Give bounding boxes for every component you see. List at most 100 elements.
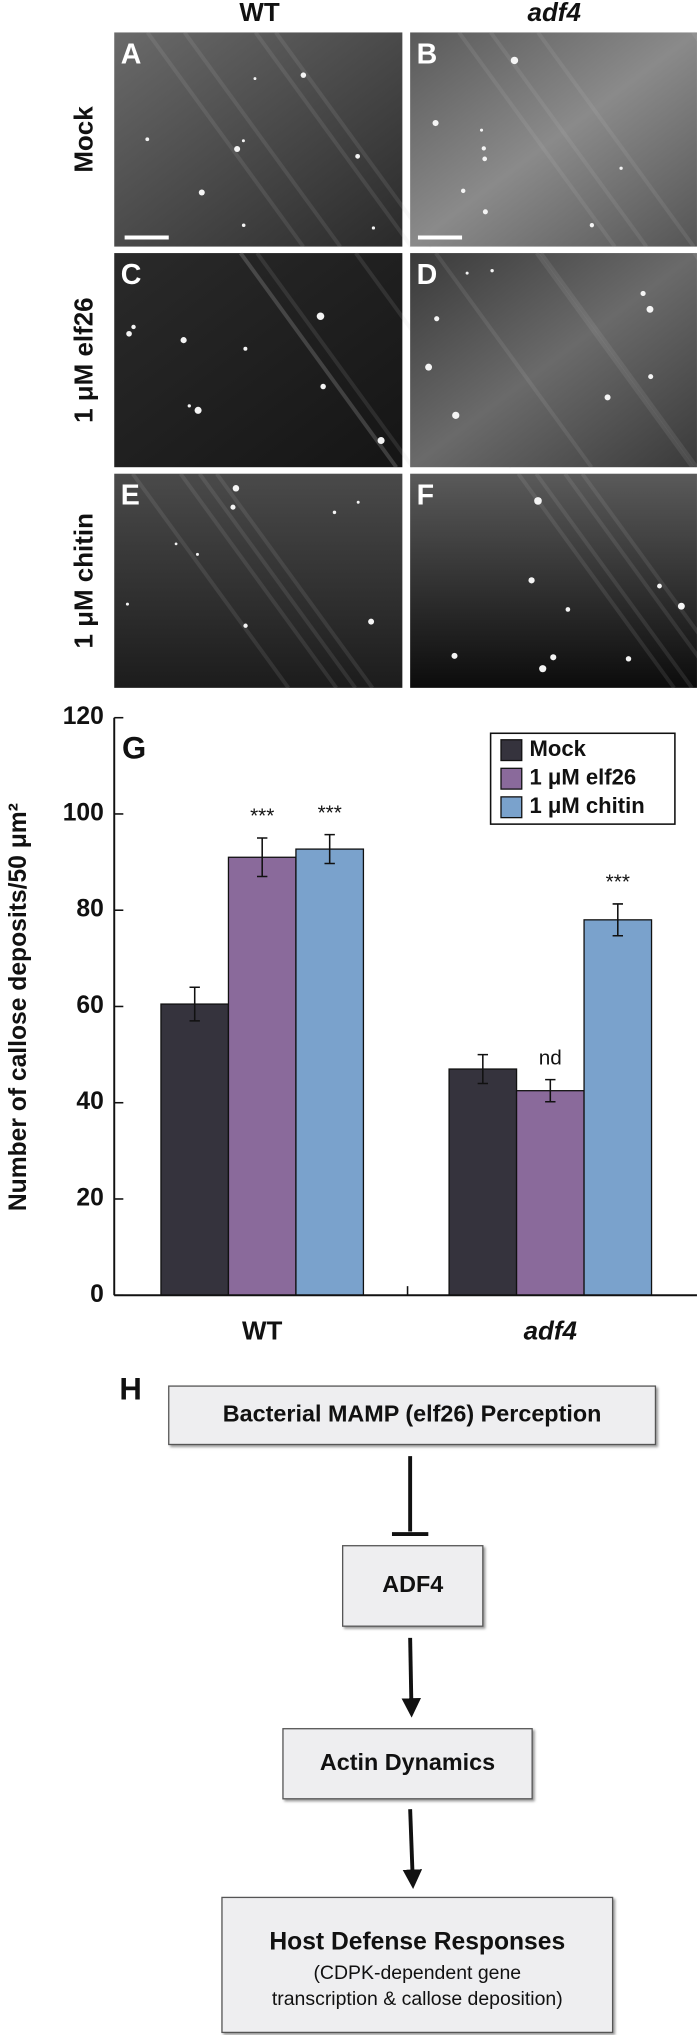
bar bbox=[160, 1003, 230, 1296]
legend-swatch bbox=[500, 739, 523, 762]
cell-wall bbox=[274, 31, 434, 248]
callose-spot bbox=[131, 324, 136, 330]
panel-letter: D bbox=[417, 259, 438, 291]
significance-label: *** bbox=[318, 801, 342, 824]
node-detail: (CDPK-dependent gene bbox=[313, 1962, 521, 1984]
cell-wall bbox=[539, 251, 697, 469]
callose-spot bbox=[510, 56, 519, 65]
callose-spot bbox=[534, 497, 542, 505]
callose-spot bbox=[316, 312, 325, 321]
panel-letter: C bbox=[121, 259, 142, 291]
y-tick-label: 120 bbox=[63, 703, 104, 730]
x-tick-label: adf4 bbox=[524, 1318, 577, 1346]
y-tick-label: 0 bbox=[90, 1281, 104, 1308]
callose-spot bbox=[253, 77, 257, 81]
callose-spot bbox=[125, 602, 129, 606]
callose-spot bbox=[332, 510, 337, 515]
callose-spot bbox=[452, 411, 460, 419]
node-detail: transcription & callose deposition) bbox=[272, 1988, 563, 2010]
callose-spot bbox=[198, 189, 205, 196]
node-label: Actin Dynamics bbox=[320, 1749, 495, 1775]
callose-spot bbox=[482, 209, 488, 215]
column-header: adf4 bbox=[528, 0, 581, 27]
callose-spot bbox=[425, 363, 433, 371]
callose-spot bbox=[640, 290, 646, 297]
y-tick-label: 40 bbox=[76, 1088, 103, 1115]
callose-spot bbox=[232, 485, 240, 492]
callose-spot bbox=[320, 383, 326, 390]
callose-spot bbox=[377, 436, 385, 445]
callose-spot bbox=[234, 145, 241, 153]
callose-spot bbox=[646, 305, 654, 313]
error-bar bbox=[189, 986, 200, 1022]
diagram: H Bacterial MAMP (elf26) Perception ADF4 Ac… bbox=[119, 1371, 657, 2034]
panel-letter: A bbox=[121, 38, 142, 70]
callose-spot bbox=[174, 542, 178, 546]
row-label: 1 μM chitin bbox=[71, 513, 99, 648]
callose-spot bbox=[194, 406, 202, 414]
panel-letter: B bbox=[417, 38, 438, 70]
significance-label: *** bbox=[606, 871, 630, 894]
callose-spot bbox=[465, 271, 469, 275]
callose-spot bbox=[180, 337, 187, 344]
callose-spot bbox=[589, 223, 595, 228]
cell-wall bbox=[239, 251, 398, 469]
micrograph bbox=[410, 473, 697, 688]
x-tick-label: WT bbox=[242, 1318, 282, 1346]
cell-wall bbox=[489, 31, 649, 248]
callose-spot bbox=[677, 602, 685, 610]
bar-chart: G Number of callose deposits/50 μm² 0 20 40 6… bbox=[5, 703, 697, 1346]
callose-spot bbox=[625, 656, 632, 662]
callose-spot bbox=[243, 623, 248, 628]
callose-spot bbox=[490, 268, 494, 273]
callose-spot bbox=[539, 665, 547, 673]
error-bar bbox=[257, 837, 268, 878]
row-label: 1 μM elf26 bbox=[71, 297, 99, 422]
cell-wall bbox=[434, 251, 594, 469]
micrograph bbox=[410, 32, 697, 247]
micrograph bbox=[114, 32, 403, 247]
arrow bbox=[401, 1637, 421, 1718]
significance-label: *** bbox=[250, 805, 274, 828]
cell-wall bbox=[516, 472, 676, 689]
node-label: ADF4 bbox=[382, 1571, 443, 1597]
legend-label: 1 μM elf26 bbox=[530, 765, 637, 790]
panel-letter: G bbox=[122, 730, 146, 765]
cell-wall bbox=[197, 472, 357, 689]
cell-wall bbox=[535, 251, 694, 469]
callose-spot bbox=[300, 72, 307, 78]
callose-spot bbox=[355, 153, 360, 159]
bar bbox=[227, 856, 297, 1296]
legend-label: 1 μM chitin bbox=[530, 793, 645, 818]
cell-wall bbox=[536, 31, 696, 248]
legend-swatch bbox=[500, 796, 523, 819]
callose-spot bbox=[126, 330, 132, 337]
panel-letter: F bbox=[417, 480, 434, 512]
callose-spot bbox=[434, 316, 440, 322]
bar bbox=[583, 919, 653, 1296]
bar bbox=[515, 1090, 585, 1296]
callose-spot bbox=[550, 654, 557, 661]
callose-spot bbox=[241, 139, 245, 143]
panel-letter: E bbox=[121, 480, 140, 512]
bar bbox=[448, 1068, 518, 1296]
significance-label: nd bbox=[539, 1046, 562, 1069]
callose-spot bbox=[528, 577, 535, 584]
callose-spot bbox=[648, 374, 654, 380]
callose-spot bbox=[657, 583, 662, 589]
y-tick-label: 60 bbox=[76, 992, 103, 1019]
node-box bbox=[221, 1896, 614, 2034]
error-bar bbox=[324, 833, 335, 865]
cell-wall bbox=[580, 472, 697, 635]
y-tick-label: 100 bbox=[63, 799, 104, 826]
micrographs: A B C D E F WT adf4 Mock 1 μM elf26 1 μM chitin bbox=[71, 0, 697, 689]
callose-spot bbox=[451, 652, 458, 659]
callose-spot bbox=[195, 552, 199, 556]
callose-spot bbox=[619, 166, 623, 170]
callose-spot bbox=[371, 226, 376, 230]
callose-spot bbox=[145, 137, 150, 142]
cell-wall bbox=[457, 31, 617, 248]
callose-spot bbox=[604, 394, 611, 401]
